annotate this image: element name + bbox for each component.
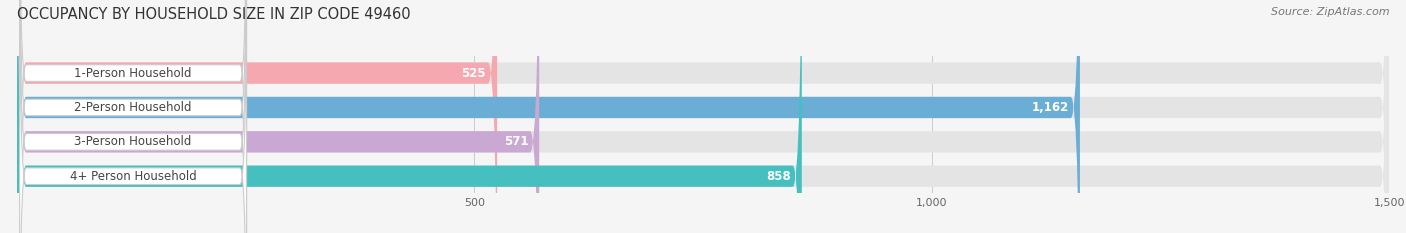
Text: 3-Person Household: 3-Person Household: [75, 135, 191, 148]
FancyBboxPatch shape: [20, 0, 246, 233]
FancyBboxPatch shape: [17, 0, 1389, 233]
Text: 1-Person Household: 1-Person Household: [75, 67, 191, 80]
Text: Source: ZipAtlas.com: Source: ZipAtlas.com: [1271, 7, 1389, 17]
FancyBboxPatch shape: [17, 0, 540, 233]
FancyBboxPatch shape: [17, 0, 1389, 233]
Text: 571: 571: [503, 135, 529, 148]
FancyBboxPatch shape: [17, 0, 801, 233]
FancyBboxPatch shape: [17, 0, 1389, 233]
Text: 4+ Person Household: 4+ Person Household: [70, 170, 197, 183]
Text: 2-Person Household: 2-Person Household: [75, 101, 191, 114]
Text: 1,162: 1,162: [1032, 101, 1069, 114]
FancyBboxPatch shape: [20, 0, 246, 233]
FancyBboxPatch shape: [17, 0, 1389, 233]
Text: OCCUPANCY BY HOUSEHOLD SIZE IN ZIP CODE 49460: OCCUPANCY BY HOUSEHOLD SIZE IN ZIP CODE …: [17, 7, 411, 22]
FancyBboxPatch shape: [17, 0, 1080, 233]
FancyBboxPatch shape: [17, 0, 498, 233]
Text: 525: 525: [461, 67, 486, 80]
FancyBboxPatch shape: [20, 0, 246, 233]
Text: 858: 858: [766, 170, 790, 183]
FancyBboxPatch shape: [20, 0, 246, 233]
